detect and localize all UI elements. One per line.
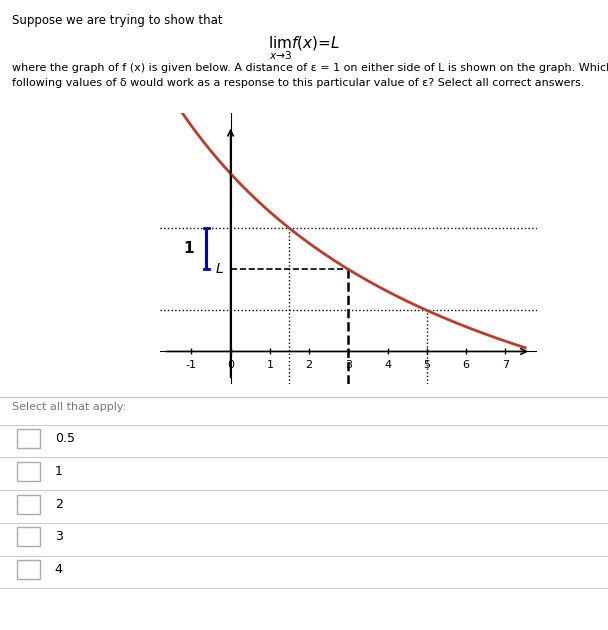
Text: 4: 4 xyxy=(55,563,63,576)
Text: 2: 2 xyxy=(55,498,63,511)
Text: 5: 5 xyxy=(423,360,430,370)
Text: 1: 1 xyxy=(266,360,274,370)
Text: where the graph of f (x) is given below. A distance of ε = 1 on either side of L: where the graph of f (x) is given below.… xyxy=(12,63,608,73)
Text: 1: 1 xyxy=(184,241,194,256)
Text: 4: 4 xyxy=(384,360,391,370)
Text: 0: 0 xyxy=(227,360,234,370)
Text: 3: 3 xyxy=(55,530,63,544)
Text: 1: 1 xyxy=(55,465,63,478)
Text: -1: -1 xyxy=(186,360,197,370)
Text: $L$: $L$ xyxy=(215,262,224,277)
Text: 7: 7 xyxy=(502,360,509,370)
Text: 3: 3 xyxy=(345,360,352,370)
Text: 0.5: 0.5 xyxy=(55,432,75,445)
Text: 6: 6 xyxy=(463,360,470,370)
Text: $\lim_{x \to 3} f(x) = L$: $\lim_{x \to 3} f(x) = L$ xyxy=(268,35,340,62)
Text: Select all that apply:: Select all that apply: xyxy=(12,402,126,412)
Text: 2: 2 xyxy=(306,360,313,370)
Text: following values of δ would work as a response to this particular value of ε? Se: following values of δ would work as a re… xyxy=(12,78,585,88)
Text: Suppose we are trying to show that: Suppose we are trying to show that xyxy=(12,14,223,27)
